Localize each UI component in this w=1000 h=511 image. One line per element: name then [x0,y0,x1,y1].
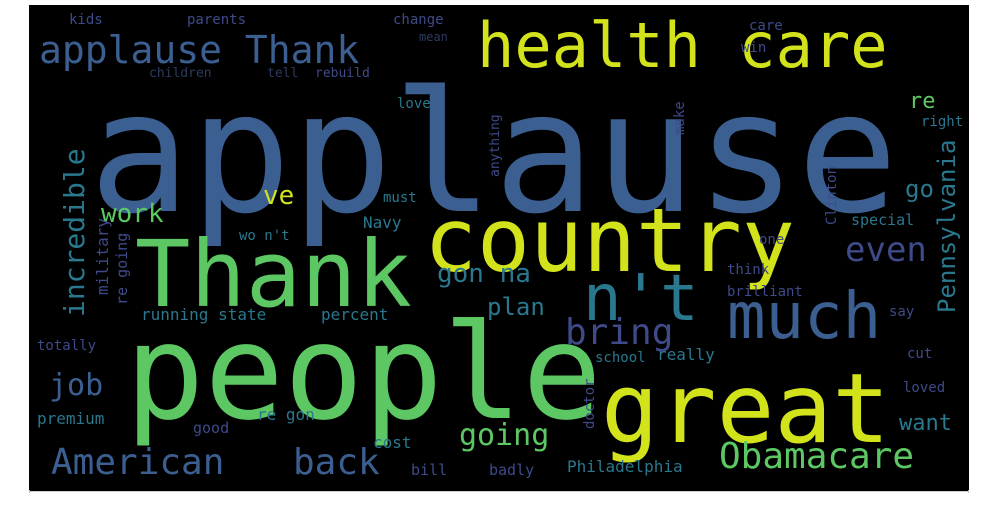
word-badly: badly [489,461,535,479]
word-one: one [759,232,785,248]
word-loved: loved [903,380,946,396]
word-job: job [49,368,104,403]
word-percent: percent [321,305,389,324]
word-rebuild: rebuild [315,66,370,81]
word-much: much [727,280,882,354]
word-applause: applause [89,55,899,251]
word-bill: bill [411,461,448,479]
word-clinton: Clinton [824,165,840,225]
word-country: country [424,189,795,292]
word-win: win [741,40,767,56]
word-really: really [657,345,715,364]
word-good: good [193,419,230,437]
word-special: special [851,211,915,229]
word-think: think [727,262,770,278]
word-pennsylvania: Pennsylvania [933,139,961,313]
word-gon-na: gon na [437,259,531,289]
axis-tick [29,490,30,493]
word-anything: anything [488,114,503,177]
word-children: children [149,66,212,81]
word-re: re [909,89,936,114]
word-bring: bring [565,312,674,353]
word-thank: Thank [135,221,412,328]
word-make: make [672,101,688,135]
word-change: change [393,12,444,28]
word-health-care: health care [477,9,888,82]
word-kids: kids [69,12,103,28]
word-navy: Navy [363,213,402,232]
word-want: want [899,411,952,436]
word-cost: cost [373,433,412,452]
word-obamacare: Obamacare [719,436,915,477]
word-philadelphia: Philadelphia [567,457,683,476]
word-cloud-image: applause people country Thank great heal… [29,5,969,492]
word-premium: premium [37,409,105,428]
word-applause-thank: applause Thank [39,28,360,72]
word-re-going: re going [113,232,131,305]
word-even: even [845,230,927,270]
word-american: American [51,442,225,483]
word-totally: totally [37,338,97,354]
axis-tick [968,490,969,493]
word-re-gon: re gon [257,405,315,424]
word-military: military [93,217,112,295]
word-love: love [397,96,431,112]
word-going: going [459,418,550,453]
word-mean: mean [419,30,448,44]
word-ve: ve [263,181,295,211]
word-nt: n't [583,262,699,336]
word-parents: parents [187,12,247,28]
word-people: people [125,296,602,450]
word-plan: plan [487,293,545,321]
word-must: must [383,190,417,206]
word-wont: wo n't [239,228,290,244]
word-tell: tell [267,66,299,81]
word-incredible: incredible [58,148,91,317]
word-school: school [595,350,646,366]
word-care: care [749,18,783,34]
word-work: work [101,199,164,229]
word-right: right [921,114,964,130]
word-brilliant: brilliant [727,284,803,300]
word-cut: cut [907,346,933,362]
word-great: great [601,353,890,465]
word-go: go [905,175,934,203]
word-running-state: running state [141,305,267,324]
word-doctor: doctor [582,378,598,429]
word-say: say [889,304,915,320]
word-back: back [293,442,380,483]
